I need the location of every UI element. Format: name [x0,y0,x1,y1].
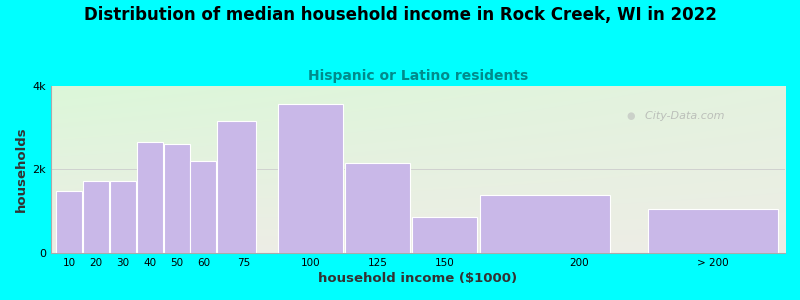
Bar [137,142,163,253]
Bar [412,218,477,253]
Bar [83,181,110,253]
Bar [57,191,82,253]
Bar [648,209,778,253]
Bar [110,181,136,253]
Bar [190,161,217,253]
Text: City-Data.com: City-Data.com [638,111,725,121]
Title: Hispanic or Latino residents: Hispanic or Latino residents [308,69,528,83]
Bar [278,104,343,253]
Text: ●: ● [626,111,634,121]
Bar [480,195,610,253]
Text: Distribution of median household income in Rock Creek, WI in 2022: Distribution of median household income … [83,6,717,24]
Bar [164,144,190,253]
X-axis label: household income ($1000): household income ($1000) [318,272,518,285]
Bar [218,121,257,253]
Y-axis label: households: households [15,127,28,212]
Bar [345,163,410,253]
